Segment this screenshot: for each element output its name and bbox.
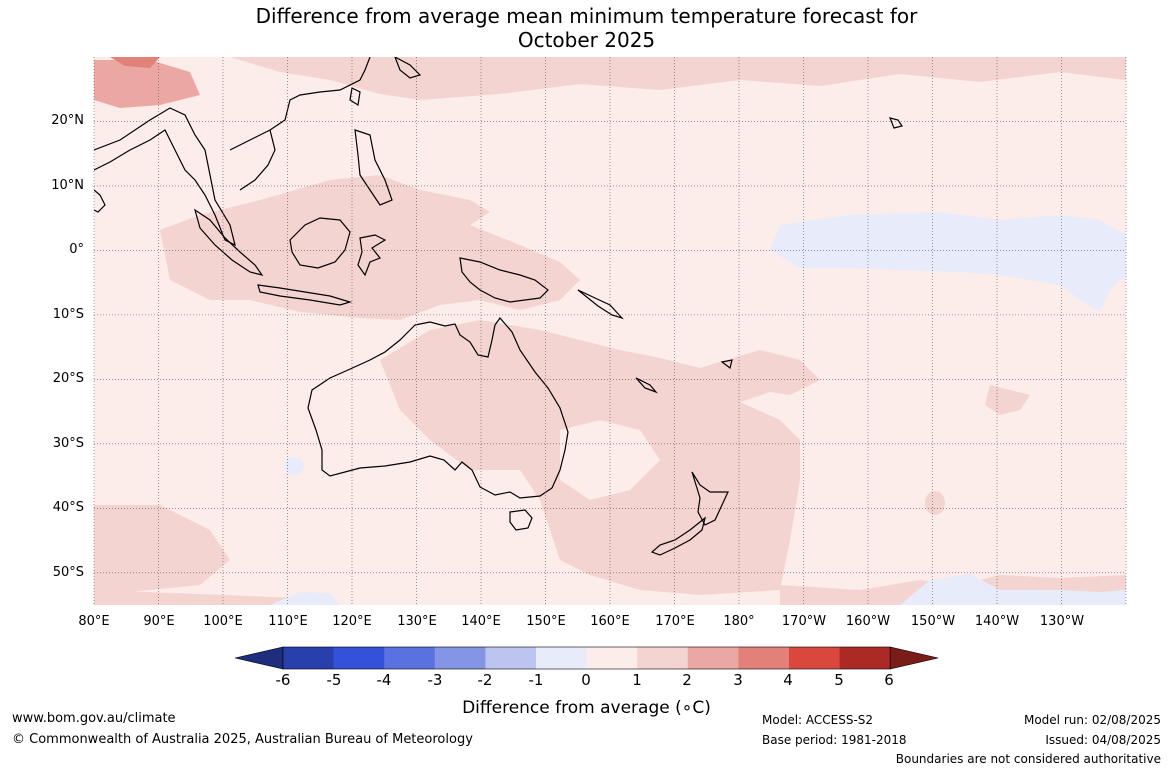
lon-label-150w: 150°W bbox=[910, 614, 956, 629]
colorbar-block bbox=[586, 647, 638, 669]
gridlines bbox=[93, 57, 1127, 605]
lon-label-120e: 120°E bbox=[332, 614, 372, 629]
sulawesi-coastline bbox=[357, 234, 387, 277]
lon-label-150e: 150°E bbox=[526, 614, 566, 629]
lat-label-10n: 10°N bbox=[51, 178, 84, 193]
coastlines bbox=[94, 57, 903, 556]
india-coastline bbox=[94, 189, 106, 213]
java-coastline bbox=[257, 284, 353, 306]
title-line-1: Difference from average mean minimum tem… bbox=[255, 4, 918, 28]
anomaly-region-islet bbox=[925, 491, 945, 515]
anomaly-region-indian-cool bbox=[284, 457, 304, 475]
colorbar-extend-high bbox=[889, 646, 939, 670]
lat-label-0: 0° bbox=[69, 242, 84, 257]
issued-date: Issued: 04/08/2025 bbox=[1045, 733, 1161, 747]
copyright-notice: © Commonwealth of Australia 2025, Austra… bbox=[12, 732, 473, 747]
new-zealand-south-island bbox=[650, 516, 707, 556]
lon-label-140w: 140°W bbox=[974, 614, 1020, 629]
colorbar-tick-0: 0 bbox=[581, 671, 591, 689]
colorbar-block bbox=[789, 647, 841, 669]
lat-label-40s: 40°S bbox=[52, 500, 84, 515]
anomaly-region-asia-hot bbox=[110, 57, 160, 68]
colorbar-block bbox=[283, 647, 335, 669]
website-url: www.bom.gov.au/climate bbox=[12, 711, 176, 726]
lon-label-170e: 170°E bbox=[655, 614, 695, 629]
anomaly-region-maritime bbox=[160, 175, 580, 320]
borneo-coastline bbox=[289, 217, 351, 269]
hawaii-coastline bbox=[889, 117, 903, 129]
colorbar-tick-5: 5 bbox=[834, 671, 844, 689]
anomaly-region-north-pacific bbox=[230, 57, 1126, 100]
anomaly-region-south-cool-1 bbox=[270, 592, 340, 605]
colorbar-block bbox=[637, 647, 689, 669]
japan-coastline bbox=[394, 57, 422, 79]
colorbar-tick-6: 6 bbox=[884, 671, 894, 689]
fiji-coastline bbox=[720, 359, 733, 370]
colorbar-block bbox=[434, 647, 486, 669]
lon-label-160w: 160°W bbox=[845, 614, 891, 629]
colorbar-block bbox=[536, 647, 588, 669]
lat-label-20n: 20°N bbox=[51, 113, 84, 128]
colorbar-frame bbox=[282, 646, 891, 670]
lon-label-130w: 130°W bbox=[1039, 614, 1085, 629]
anomaly-region-south-indian bbox=[94, 590, 330, 605]
colorbar-tick-4: 4 bbox=[783, 671, 793, 689]
colorbar-tick-minus-1: -1 bbox=[528, 671, 544, 689]
vietnam-coastline bbox=[239, 129, 276, 191]
colorbar-tick-minus-5: -5 bbox=[326, 671, 342, 689]
colorbar-block bbox=[384, 647, 436, 669]
lon-label-170w: 170°W bbox=[781, 614, 827, 629]
colorbar-extend-low bbox=[234, 646, 284, 670]
new-caledonia-coastline bbox=[635, 377, 658, 394]
base-period: Base period: 1981-2018 bbox=[762, 733, 907, 747]
lat-label-10s: 10°S bbox=[52, 307, 84, 322]
anomaly-region-asia-warm bbox=[94, 60, 200, 108]
anomaly-region-south-cool-2 bbox=[900, 574, 1126, 605]
lon-label-100e: 100°E bbox=[203, 614, 243, 629]
new-guinea-coastline bbox=[459, 257, 549, 303]
indochina-coastline bbox=[229, 57, 371, 151]
colorbar-tick-minus-4: -4 bbox=[376, 671, 392, 689]
colorbar-block bbox=[839, 647, 891, 669]
sumatra-coastline bbox=[193, 208, 264, 276]
philippines-coastline bbox=[354, 129, 393, 206]
colorbar-block bbox=[738, 647, 790, 669]
model-run-date: Model run: 02/08/2025 bbox=[1023, 713, 1161, 727]
lon-label-80e: 80°E bbox=[78, 614, 110, 629]
colorbar-tick-minus-6: -6 bbox=[275, 671, 291, 689]
new-zealand-north-island bbox=[691, 471, 729, 526]
australia-coastline bbox=[307, 317, 569, 499]
colorbar-block bbox=[485, 647, 537, 669]
solomon-islands-coastline bbox=[577, 289, 624, 320]
map-title: Difference from average mean minimum tem… bbox=[0, 4, 1173, 52]
colorbar-tick-minus-2: -2 bbox=[477, 671, 493, 689]
colorbar-tick-1: 1 bbox=[632, 671, 642, 689]
colorbar-block bbox=[333, 647, 385, 669]
colorbar-label: Difference from average (∘C) bbox=[462, 698, 711, 718]
title-line-2: October 2025 bbox=[517, 28, 656, 52]
lon-label-180: 180° bbox=[723, 614, 755, 629]
tasmania-coastline bbox=[509, 509, 533, 531]
model-name: Model: ACCESS-S2 bbox=[762, 713, 874, 727]
lon-label-160e: 160°E bbox=[590, 614, 630, 629]
taiwan-coastline bbox=[349, 87, 361, 106]
anomaly-region-east-pacific bbox=[985, 385, 1030, 415]
anomaly-region-central-pacific-cool bbox=[770, 212, 1126, 312]
boundaries-disclaimer: Boundaries are not considered authoritat… bbox=[895, 752, 1161, 766]
colorbar-blocks bbox=[234, 646, 939, 670]
lon-label-90e: 90°E bbox=[143, 614, 175, 629]
lat-label-30s: 30°S bbox=[52, 436, 84, 451]
lon-label-130e: 130°E bbox=[397, 614, 437, 629]
colorbar-tick-3: 3 bbox=[733, 671, 743, 689]
colorbar-tick-2: 2 bbox=[682, 671, 692, 689]
colorbar-tick-minus-3: -3 bbox=[427, 671, 443, 689]
lon-label-110e: 110°E bbox=[268, 614, 308, 629]
lat-label-20s: 20°S bbox=[52, 371, 84, 386]
southeast-asia-coastline bbox=[94, 107, 236, 247]
colorbar-block bbox=[687, 647, 739, 669]
lon-label-140e: 140°E bbox=[461, 614, 501, 629]
lat-label-50s: 50°S bbox=[52, 565, 84, 580]
